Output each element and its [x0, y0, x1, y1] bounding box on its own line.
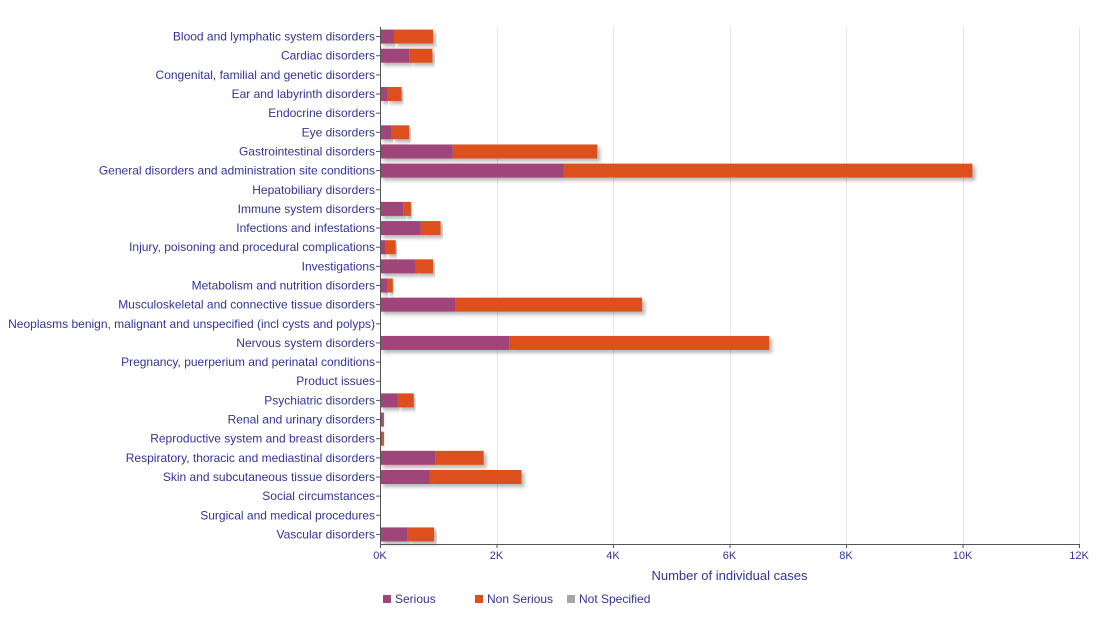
gridlines — [497, 27, 1080, 544]
x-tick-label: 4K — [606, 550, 620, 562]
legend: Serious Non Serious Not Specified — [383, 592, 650, 606]
bar-serious[interactable] — [380, 144, 453, 159]
category-label: Social circumstances — [262, 489, 375, 503]
x-tick-label: 10K — [953, 550, 973, 562]
category-label: Eye disorders — [302, 125, 375, 139]
category-labels: Blood and lymphatic system disorders Card… — [8, 30, 380, 541]
bar-serious[interactable] — [380, 393, 398, 408]
category-label: Product issues — [296, 374, 375, 388]
category-label: Blood and lymphatic system disorders — [173, 30, 375, 44]
bar-non-serious[interactable] — [385, 240, 396, 255]
category-label: Neoplasms benign, malignant and unspecif… — [8, 317, 375, 331]
bar-serious[interactable] — [380, 125, 392, 140]
category-label: Immune system disorders — [238, 202, 375, 216]
bar-non-serious[interactable] — [382, 412, 385, 427]
bar-non-serious[interactable] — [509, 335, 770, 350]
bars — [380, 29, 973, 542]
legend-label: Not Specified — [579, 592, 650, 606]
legend-swatch — [567, 595, 575, 603]
legend-item-not-specified[interactable]: Not Specified — [567, 592, 650, 606]
bar-serious[interactable] — [380, 29, 394, 44]
category-label: Investigations — [302, 259, 375, 273]
category-label: Metabolism and nutrition disorders — [192, 279, 375, 293]
category-label: Hepatobiliary disorders — [252, 183, 375, 197]
category-label: Pregnancy, puerperium and perinatal cond… — [121, 355, 375, 369]
category-label: Ear and labyrinth disorders — [232, 87, 375, 101]
x-axis-title: Number of individual cases — [651, 568, 808, 583]
category-label: Respiratory, thoracic and mediastinal di… — [126, 451, 375, 465]
bar-serious[interactable] — [380, 240, 386, 255]
bar-serious[interactable] — [380, 221, 421, 236]
bar-non-serious[interactable] — [382, 431, 385, 446]
category-label: Skin and subcutaneous tissue disorders — [163, 470, 375, 484]
category-label: Renal and urinary disorders — [228, 413, 375, 427]
bar-serious[interactable] — [380, 259, 415, 274]
bar-serious[interactable] — [380, 431, 383, 446]
bar-non-serious[interactable] — [429, 469, 522, 484]
bar-non-serious[interactable] — [409, 48, 433, 63]
bar-serious[interactable] — [380, 278, 387, 293]
bar-serious[interactable] — [380, 201, 404, 216]
bar-serious[interactable] — [380, 87, 387, 102]
bar-serious[interactable] — [380, 335, 510, 350]
bar-non-serious[interactable] — [397, 393, 414, 408]
category-label: Gastrointestinal disorders — [239, 144, 375, 158]
bar-non-serious[interactable] — [386, 278, 393, 293]
bar-serious[interactable] — [380, 469, 430, 484]
legend-swatch — [383, 595, 391, 603]
bar-serious[interactable] — [380, 163, 564, 178]
category-label: Congenital, familial and genetic disorde… — [156, 68, 375, 82]
bar-non-serious[interactable] — [452, 144, 598, 159]
bar-serious[interactable] — [380, 297, 456, 312]
legend-swatch — [475, 595, 483, 603]
legend-item-non-serious[interactable]: Non Serious — [475, 592, 553, 606]
legend-label: Serious — [395, 592, 436, 606]
category-label: Infections and infestations — [236, 221, 375, 235]
category-label: Endocrine disorders — [268, 106, 375, 120]
bar-non-serious[interactable] — [403, 201, 411, 216]
bar-non-serious[interactable] — [391, 125, 410, 140]
x-tick-labels: 0K 2K 4K 6K 8K 10K 12K — [373, 544, 1089, 562]
category-label: Musculoskeletal and connective tissue di… — [118, 298, 375, 312]
bar-serious[interactable] — [380, 412, 383, 427]
bar-serious[interactable] — [380, 450, 436, 465]
bar-non-serious[interactable] — [407, 527, 435, 542]
bar-non-serious[interactable] — [393, 29, 434, 44]
bar-non-serious[interactable] — [455, 297, 643, 312]
bar-serious[interactable] — [380, 527, 408, 542]
x-tick-label: 0K — [373, 550, 387, 562]
legend-item-serious[interactable]: Serious — [383, 592, 436, 606]
bar-non-serious[interactable] — [435, 450, 484, 465]
bar-non-serious[interactable] — [420, 221, 441, 236]
category-label: Reproductive system and breast disorders — [150, 432, 375, 446]
x-tick-label: 6K — [723, 550, 737, 562]
legend-label: Non Serious — [487, 592, 553, 606]
x-tick-label: 2K — [490, 550, 504, 562]
category-label: General disorders and administration sit… — [99, 164, 375, 178]
x-tick-label: 8K — [839, 550, 853, 562]
category-label: Psychiatric disorders — [264, 393, 375, 407]
category-label: Surgical and medical procedures — [200, 508, 375, 522]
x-tick-label: 12K — [1069, 550, 1089, 562]
category-label: Cardiac disorders — [281, 49, 375, 63]
category-label: Injury, poisoning and procedural complic… — [129, 240, 375, 254]
bar-serious[interactable] — [380, 48, 410, 63]
category-label: Nervous system disorders — [236, 336, 375, 350]
bar-non-serious[interactable] — [563, 163, 973, 178]
bar-non-serious[interactable] — [414, 259, 434, 274]
category-label: Vascular disorders — [277, 527, 375, 541]
bar-non-serious[interactable] — [386, 87, 402, 102]
